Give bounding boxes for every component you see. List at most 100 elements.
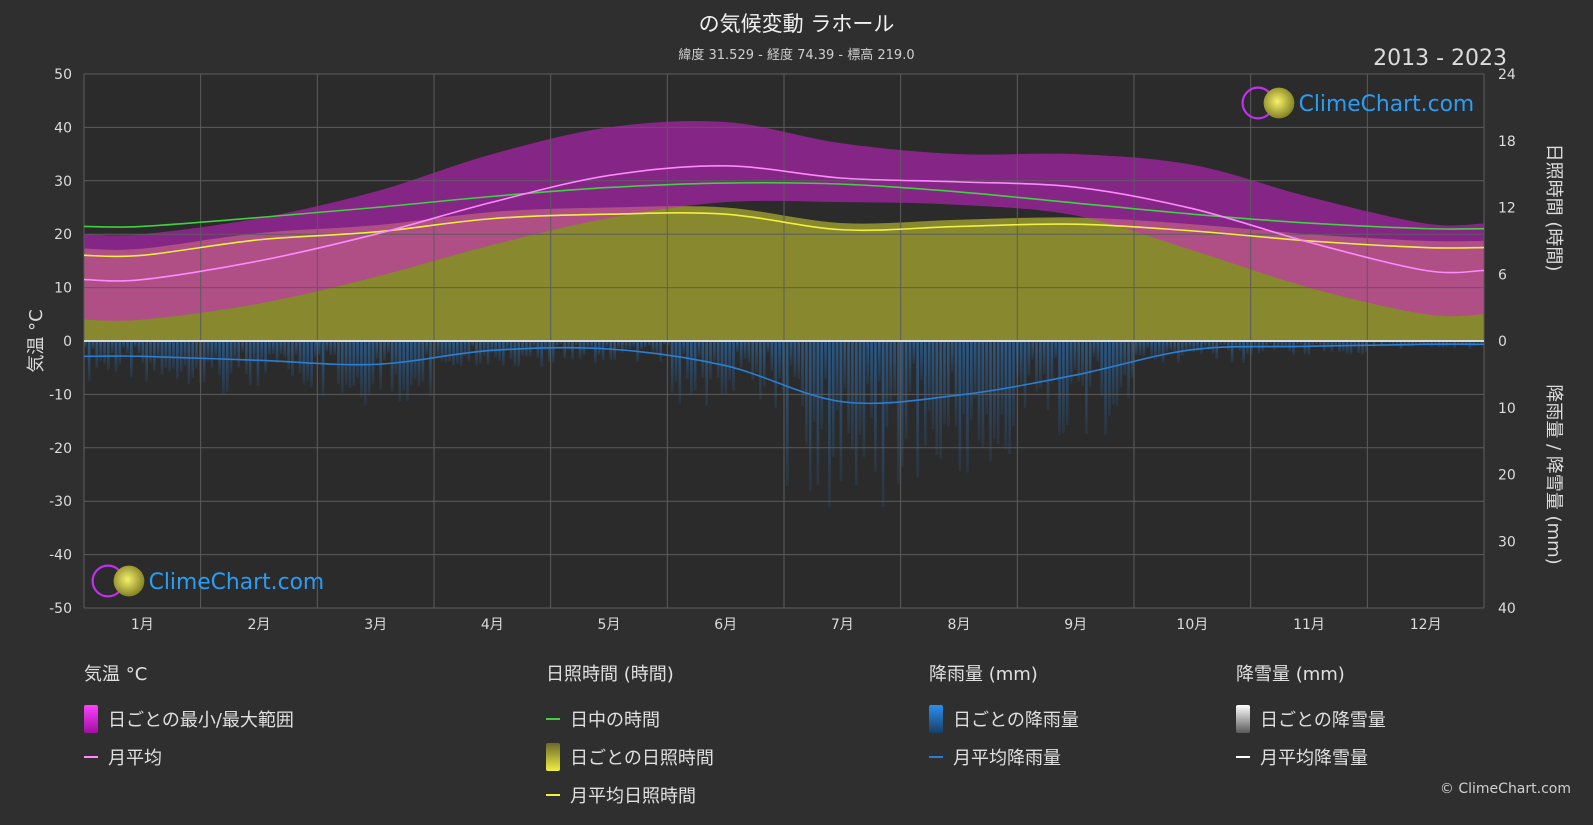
x-tick-label: 6月: [714, 617, 737, 633]
rain-bar: [1184, 341, 1188, 352]
x-tick-label: 2月: [248, 617, 271, 633]
rain-bar: [279, 341, 283, 355]
rain-bar: [1426, 341, 1430, 345]
rain-bar: [782, 341, 785, 393]
rain-bar: [1077, 341, 1081, 382]
rain-bar: [931, 341, 935, 430]
rain-bar: [1023, 341, 1027, 409]
rain-bar: [640, 341, 643, 350]
rain-bar: [513, 341, 517, 367]
sun-mean-swatch: [546, 794, 560, 796]
rain-bar: [847, 341, 850, 434]
rain-bar: [317, 341, 321, 355]
rain-bar: [1169, 341, 1173, 351]
legend-snow: 降雪量 (mm) 日ごとの降雪量 月平均降雪量: [1236, 660, 1386, 776]
rain-bar: [1073, 341, 1077, 370]
rain-bar: [778, 341, 781, 379]
rain-bar: [924, 341, 927, 446]
rain-bar: [417, 341, 421, 387]
rain-bar: [574, 341, 578, 346]
x-tick-label: 10月: [1176, 617, 1208, 633]
rain-bar: [436, 341, 440, 357]
rain-bar: [1142, 341, 1146, 357]
rain-bar: [977, 341, 981, 441]
legend-snow-mean-label: 月平均降雪量: [1260, 748, 1368, 769]
rain-bar: [183, 341, 187, 366]
rain-bar: [103, 341, 106, 364]
rain-bar: [854, 341, 858, 486]
y-left-tick: 30: [54, 174, 72, 190]
rain-bar: [325, 341, 329, 352]
rain-bar: [1108, 341, 1111, 416]
rain-bar: [797, 341, 801, 380]
rain-bar: [1115, 341, 1119, 407]
rain-bar: [394, 341, 398, 375]
y-left-tick: -10: [49, 387, 72, 403]
rain-bar: [275, 341, 279, 363]
rain-bar: [770, 341, 774, 372]
rain-bar: [410, 341, 413, 386]
rain-bar: [651, 341, 655, 352]
rain-bar: [475, 341, 478, 366]
rain-bar: [674, 341, 678, 382]
rain-bar: [1422, 341, 1426, 346]
rain-bar: [774, 341, 778, 409]
legend-rain-daily-label: 日ごとの降雨量: [953, 710, 1079, 731]
rain-bar: [406, 341, 409, 402]
x-tick-label: 8月: [948, 617, 971, 633]
rain-bar: [709, 341, 712, 380]
rain-bar: [644, 341, 647, 348]
rain-bar: [1123, 341, 1127, 376]
rain-bar: [356, 341, 359, 378]
rain-bar: [141, 341, 145, 364]
rain-bar: [632, 341, 636, 347]
rain-bar: [1031, 341, 1034, 360]
y-left-tick: 20: [54, 227, 72, 243]
rain-bar: [958, 341, 962, 471]
rain-bar: [693, 341, 697, 391]
legend-snow-mean: 月平均降雪量: [1236, 738, 1386, 776]
rain-bar: [133, 341, 137, 348]
rain-bar: [785, 341, 789, 487]
rain-bar: [1246, 341, 1249, 354]
rain-bar: [1326, 341, 1330, 349]
rain-bar: [1319, 341, 1322, 346]
rain-bar: [1111, 341, 1115, 406]
rain-bar: [153, 341, 156, 371]
x-tick-label: 4月: [481, 617, 504, 633]
rain-bar: [870, 341, 873, 418]
rain-bar: [375, 341, 379, 359]
rain-bar: [1238, 341, 1242, 351]
logo-text: ClimeChart.com: [1299, 92, 1475, 117]
rain-bar: [559, 341, 563, 345]
rain-bar: [1303, 341, 1307, 355]
legend-snow-daily: 日ごとの降雪量: [1236, 700, 1386, 738]
rain-bar: [586, 341, 590, 348]
rain-bar: [690, 341, 693, 396]
rain-bar: [1395, 341, 1399, 345]
rain-bar: [950, 341, 954, 373]
rain-bar: [789, 341, 793, 366]
rain-bar: [1062, 341, 1065, 434]
rain-bar: [912, 341, 916, 364]
rain-bar: [743, 341, 747, 360]
y-left-tick: 10: [54, 281, 72, 297]
rain-bar: [947, 341, 950, 428]
legend-snow-title: 降雪量 (mm): [1236, 664, 1345, 685]
rain-bar: [713, 341, 716, 362]
legend-sunshine-label: 日ごとの日照時間: [570, 748, 714, 769]
rain-bar: [571, 341, 574, 360]
rain-bar: [306, 341, 310, 381]
rain-bar: [678, 341, 682, 404]
rain-bar: [425, 341, 428, 355]
rain-bar: [314, 341, 317, 357]
rain-bar: [1146, 341, 1150, 349]
rain-bar: [367, 341, 371, 396]
rain-bar: [540, 341, 544, 368]
y-left-tick: -20: [49, 441, 72, 457]
sunshine-swatch: [546, 743, 560, 771]
x-tick-label: 5月: [598, 617, 621, 633]
rain-bar: [939, 341, 942, 459]
rain-bar: [1460, 341, 1464, 346]
rain-bar: [881, 341, 885, 507]
